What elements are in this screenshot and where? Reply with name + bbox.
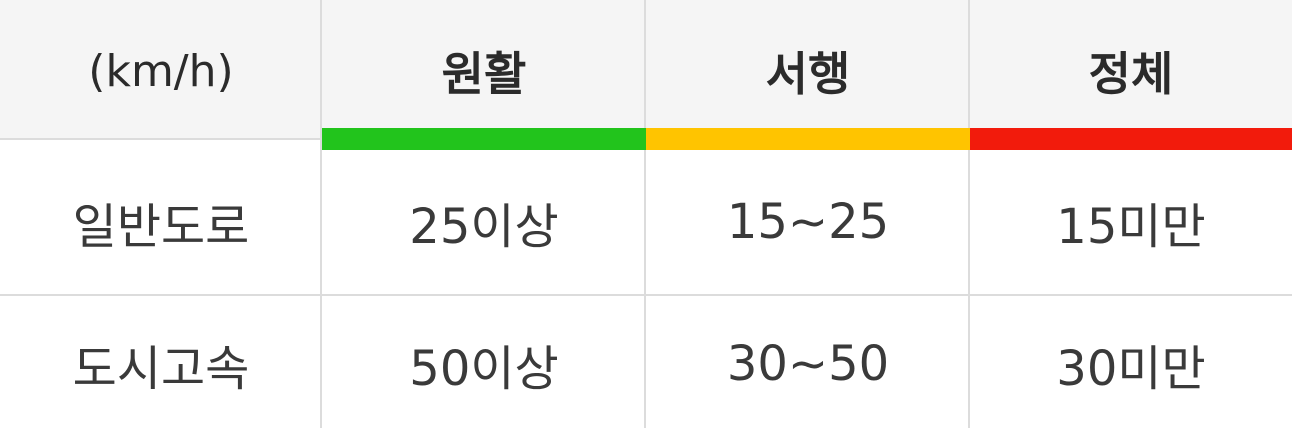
table-row: 일반도로 25이상 15~25 15미만 xyxy=(0,142,1292,294)
slow-header-cell: 서행 xyxy=(765,47,851,101)
table-header-row: (km/h) 원활 서행 정체 xyxy=(0,0,1292,138)
smooth-status-bar xyxy=(322,128,646,150)
jam-header-cell: 정체 xyxy=(1088,47,1174,101)
table-row: 도시고속 50이상 30~50 30미만 xyxy=(0,296,1292,428)
road-type-cell: 일반도로 xyxy=(72,199,250,255)
jam-speed-cell: 30미만 xyxy=(1056,341,1206,397)
row-divider xyxy=(0,294,1292,296)
column-divider xyxy=(968,0,970,428)
smooth-header-cell: 원활 xyxy=(441,47,527,101)
slow-speed-cell: 15~25 xyxy=(726,194,890,250)
smooth-speed-cell: 50이상 xyxy=(409,341,559,397)
slow-status-bar xyxy=(646,128,970,150)
jam-speed-cell: 15미만 xyxy=(1056,199,1206,255)
column-divider xyxy=(644,0,646,428)
smooth-speed-cell: 25이상 xyxy=(409,199,559,255)
jam-status-bar xyxy=(970,128,1292,150)
unit-header-cell: (km/h) xyxy=(88,45,234,97)
column-divider xyxy=(320,0,322,428)
road-type-cell: 도시고속 xyxy=(72,341,250,397)
slow-speed-cell: 30~50 xyxy=(726,336,890,392)
